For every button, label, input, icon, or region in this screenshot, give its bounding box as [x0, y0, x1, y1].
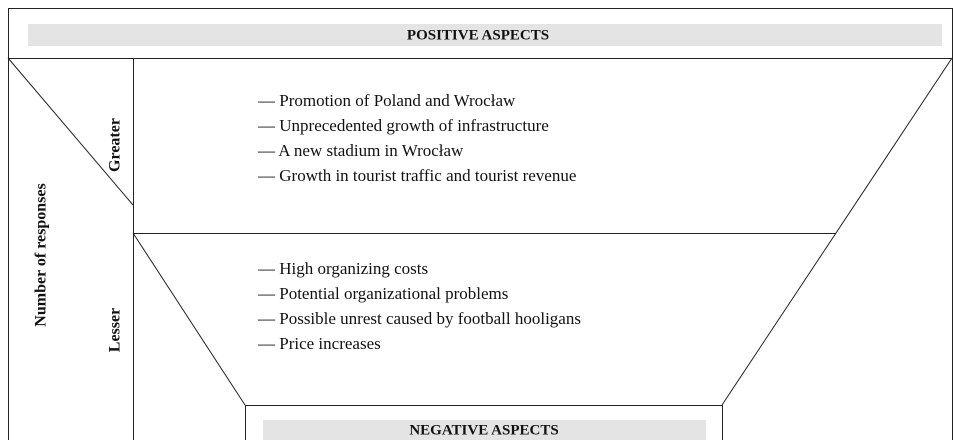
side-diagonal: [7, 57, 134, 206]
levels: Greater — Promotion of Poland and Wrocław…: [107, 91, 581, 353]
list-item: — Price increases: [257, 334, 381, 353]
header-title: POSITIVE ASPECTS: [407, 27, 549, 43]
level-label: Lesser: [107, 308, 124, 352]
bottom-box: [245, 405, 723, 440]
list-item: — Promotion of Poland and Wrocław: [257, 91, 516, 110]
outer-frame: [8, 8, 953, 440]
header-band: [28, 24, 942, 46]
list-item: — High organizing costs: [257, 259, 428, 278]
axis-label: Number of responses: [33, 183, 50, 326]
funnel-right: [721, 57, 953, 406]
list-item: — Possible unrest caused by football hoo…: [257, 309, 581, 328]
list-item: — Potential organizational problems: [257, 284, 508, 303]
list-item: — Unprecedented growth of infrastructure: [257, 116, 549, 135]
funnel-left: [132, 232, 246, 406]
footer-title: NEGATIVE ASPECTS: [409, 422, 558, 438]
list-item: — A new stadium in Wrocław: [257, 141, 464, 160]
footer-band: [263, 420, 706, 440]
level-label: Greater: [107, 118, 124, 172]
list-item: — Growth in tourist traffic and tourist …: [257, 166, 576, 185]
